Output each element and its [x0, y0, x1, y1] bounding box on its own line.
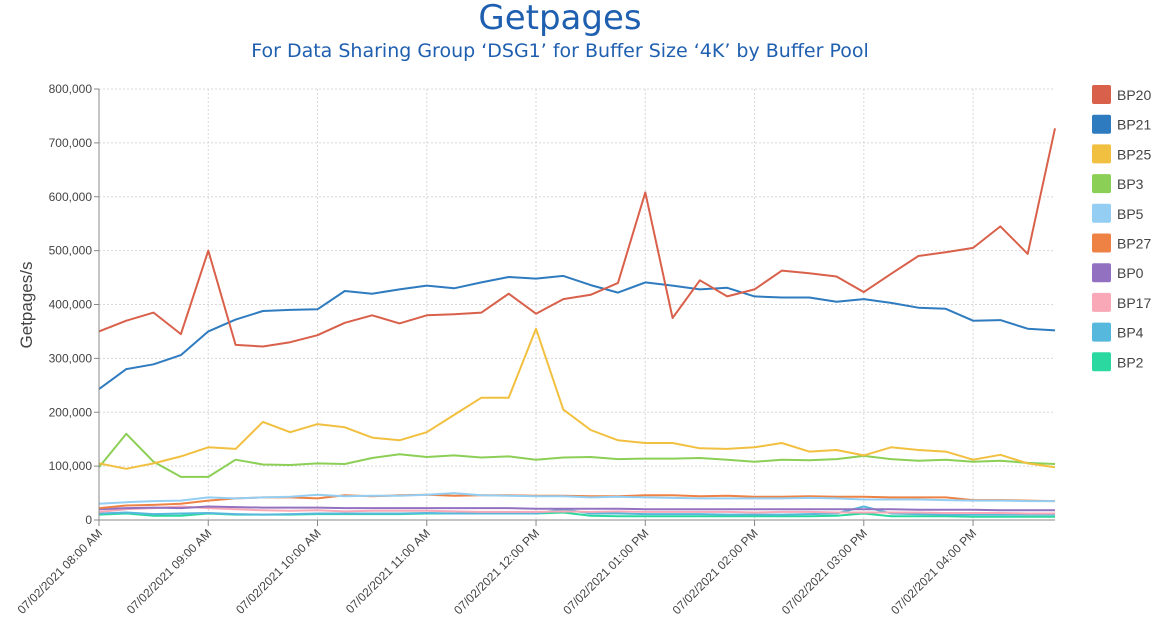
legend-label-bp4: BP4 [1117, 325, 1144, 341]
legend: BP20 BP21 BP25 BP3 BP5 BP27 BP0 BP17 BP4 BP2 [1092, 85, 1151, 372]
series-line-bp5 [98, 492, 1055, 505]
legend-swatch-bp2 [1092, 352, 1111, 372]
y-tick-label: 0 [85, 513, 92, 527]
chart-subtitle: For Data Sharing Group ‘DSG1’ for Buffer… [251, 40, 869, 62]
legend-label-bp2: BP2 [1117, 354, 1144, 370]
axes [94, 88, 1055, 526]
x-tick-label: 07/02/2021 11:00 AM [343, 526, 433, 616]
chart-title: Getpages [478, 0, 642, 38]
legend-label-bp3: BP3 [1117, 176, 1144, 192]
y-tick-label: 800,000 [49, 82, 93, 96]
legend-label-bp17: BP17 [1117, 295, 1151, 311]
y-tick-label: 600,000 [49, 190, 93, 204]
legend-label-bp20: BP20 [1117, 87, 1151, 103]
legend-swatch-bp27 [1092, 233, 1111, 253]
series-line-bp25 [98, 327, 1056, 470]
x-tick-label: 07/02/2021 02:00 PM [670, 526, 761, 617]
x-tick-label: 07/02/2021 08:00 AM [15, 526, 106, 617]
legend-label-bp5: BP5 [1117, 206, 1144, 222]
ticks: 0 100,000 200,000 300,000 400,000 500,000 600,… [15, 82, 980, 617]
y-tick-label: 700,000 [49, 136, 93, 150]
legend-swatch-bp17 [1092, 292, 1111, 312]
series-line-bp20 [98, 128, 1056, 348]
y-tick-label: 500,000 [49, 244, 93, 258]
series-line-bp0 [98, 505, 1055, 512]
x-tick-label: 07/02/2021 09:00 AM [124, 526, 215, 617]
legend-swatch-bp0 [1092, 263, 1111, 283]
y-axis-label: Getpages/s [17, 262, 36, 349]
x-tick-label: 07/02/2021 04:00 PM [888, 526, 979, 617]
series-lines [98, 128, 1056, 518]
legend-swatch-bp4 [1092, 322, 1111, 342]
legend-swatch-bp3 [1092, 174, 1111, 194]
legend-label-bp25: BP25 [1117, 146, 1151, 162]
legend-swatch-bp5 [1092, 203, 1111, 223]
y-tick-label: 300,000 [49, 351, 93, 365]
legend-label-bp0: BP0 [1117, 265, 1144, 281]
series-line-bp17 [98, 505, 1055, 515]
series-line-bp21 [98, 274, 1056, 390]
series-line-bp3 [98, 432, 1056, 478]
y-tick-label: 200,000 [49, 405, 93, 419]
legend-label-bp21: BP21 [1117, 117, 1151, 133]
legend-label-bp27: BP27 [1117, 236, 1151, 252]
y-tick-label: 100,000 [49, 459, 93, 473]
legend-swatch-bp21 [1092, 114, 1111, 134]
x-tick-label: 07/02/2021 03:00 PM [779, 526, 870, 617]
legend-swatch-bp20 [1092, 85, 1111, 104]
y-tick-label: 400,000 [49, 298, 93, 312]
x-tick-label: 07/02/2021 01:00 PM [560, 526, 651, 617]
grid [98, 88, 1055, 521]
legend-swatch-bp25 [1092, 144, 1111, 164]
x-tick-label: 07/02/2021 10:00 AM [233, 526, 324, 617]
x-tick-label: 07/02/2021 12:00 PM [451, 526, 542, 617]
